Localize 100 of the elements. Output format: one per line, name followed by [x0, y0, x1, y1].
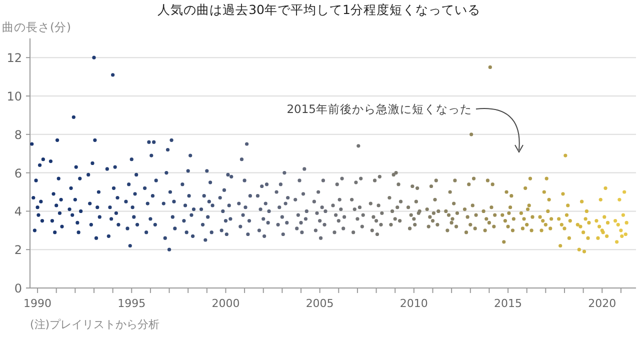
point [184, 230, 188, 234]
point [163, 236, 167, 240]
point [428, 215, 432, 219]
point [188, 154, 192, 158]
point [624, 232, 628, 236]
point [210, 204, 214, 208]
point [582, 230, 586, 234]
point [89, 222, 93, 226]
point [88, 202, 92, 206]
y-tick-label: 4 [14, 204, 22, 219]
point [393, 217, 397, 221]
point [580, 200, 584, 204]
point [186, 169, 190, 173]
point [199, 207, 204, 212]
point [332, 230, 336, 234]
point [370, 228, 374, 232]
point [79, 209, 83, 213]
point [133, 192, 137, 196]
point [550, 217, 554, 221]
point [224, 232, 228, 236]
point [96, 206, 100, 210]
point [248, 194, 252, 198]
point [321, 178, 326, 182]
point [525, 222, 529, 226]
point [360, 224, 364, 228]
point [281, 232, 285, 236]
point [132, 215, 136, 219]
point [379, 222, 383, 226]
point [204, 238, 208, 242]
point [324, 209, 328, 213]
point [182, 219, 186, 223]
point [86, 172, 90, 177]
point [429, 184, 434, 188]
y-tick-label: 10 [6, 90, 22, 104]
point [143, 186, 147, 190]
point [32, 228, 37, 232]
point [502, 240, 506, 244]
point [147, 140, 151, 144]
y-tick-label: 8 [14, 128, 22, 142]
point [58, 211, 62, 215]
point [247, 219, 252, 223]
point [486, 178, 490, 182]
chart-title: 人気の曲は過去30年で平均して1分程度短くなっている [158, 2, 480, 17]
point [40, 219, 44, 223]
point [394, 171, 398, 175]
point [112, 186, 116, 190]
point [616, 222, 620, 226]
point [413, 222, 417, 226]
x-tick-label: 1990 [24, 297, 52, 310]
point [462, 207, 467, 212]
point [470, 204, 474, 208]
point [342, 226, 346, 230]
point [374, 219, 378, 223]
point [538, 215, 542, 219]
point [262, 217, 266, 221]
point [454, 224, 458, 228]
point [230, 174, 234, 178]
point [606, 220, 610, 225]
point [426, 224, 430, 228]
point [342, 215, 346, 219]
point [39, 200, 43, 204]
point [544, 176, 548, 180]
point [396, 206, 400, 210]
point [522, 217, 526, 221]
point [340, 176, 344, 180]
point [483, 228, 487, 232]
point [105, 167, 109, 171]
point [245, 142, 249, 146]
point [68, 207, 72, 212]
point [114, 211, 118, 215]
x-tick-label: 2010 [400, 297, 428, 310]
point [484, 217, 488, 221]
point [566, 204, 570, 208]
point [520, 226, 525, 230]
point [246, 232, 250, 236]
point [339, 207, 343, 212]
point [406, 206, 410, 210]
point [205, 169, 209, 173]
point [558, 244, 562, 248]
point [389, 222, 393, 226]
point [206, 215, 210, 219]
point [285, 220, 289, 225]
point [267, 209, 271, 213]
point [148, 217, 152, 221]
point [582, 250, 586, 254]
point [316, 190, 320, 194]
point [472, 176, 476, 180]
point [226, 172, 230, 177]
point [368, 202, 372, 206]
point [150, 194, 155, 198]
point [257, 228, 262, 232]
point [221, 209, 225, 213]
point [604, 186, 608, 190]
point [544, 222, 548, 226]
point [55, 138, 60, 142]
point [586, 236, 590, 240]
point [398, 219, 402, 223]
point [256, 194, 260, 198]
point [372, 215, 376, 219]
point [526, 207, 530, 212]
